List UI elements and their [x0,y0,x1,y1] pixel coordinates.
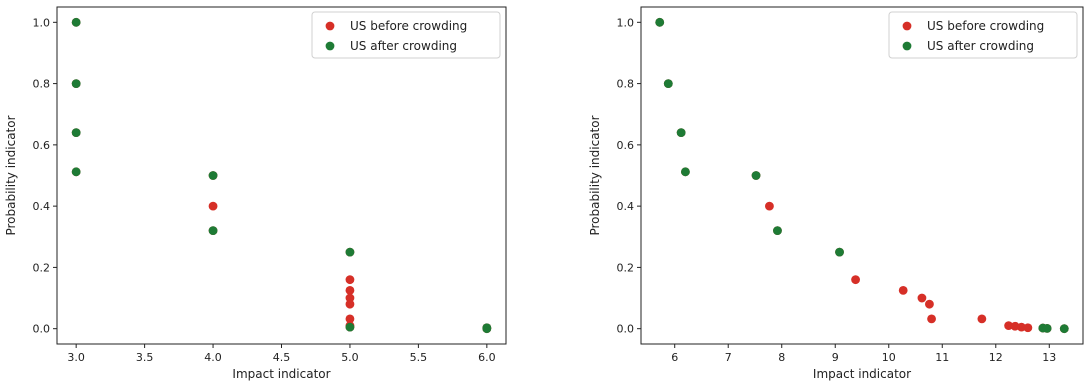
x-tick-label: 6.0 [478,351,496,364]
data-point [751,171,761,180]
data-point [345,322,355,332]
x-tick-label: 4.5 [273,351,291,364]
x-axis-label: Impact indicator [232,367,330,381]
data-point [927,314,936,324]
y-tick-label: 0.4 [33,200,51,213]
data-point [71,128,81,138]
x-tick-label: 9 [832,351,839,364]
data-point [663,79,673,88]
x-tick-label: 4.0 [204,351,222,364]
data-point [835,247,844,257]
legend-label: US after crowding [927,39,1034,53]
x-tick-label: 5.5 [410,351,428,364]
y-tick-label: 0.6 [33,139,51,152]
x-tick-label: 3.0 [67,351,85,364]
legend-label: US after crowding [350,39,457,53]
series-after-crowding [655,17,1069,334]
x-tick-label: 13 [1042,351,1056,364]
data-point [1042,323,1052,333]
data-point [977,314,987,324]
y-tick-label: 0.4 [617,200,635,213]
x-tick-label: 5.0 [341,351,359,364]
chart-panel-right: 6 7 8 9 10 11 12 13 0.0 0.2 0.4 0.6 0.8 1.0 Impact ind… [588,6,1084,381]
data-point [208,201,218,211]
data-point [773,226,782,236]
data-point [71,79,81,88]
legend: US before crowding US after crowding [311,11,501,59]
y-tick-label: 0.6 [617,139,635,152]
data-point [925,299,934,309]
data-point [208,171,218,180]
data-point [1004,321,1014,331]
y-axis-label: Probability indicator [588,115,602,235]
data-point [655,17,665,27]
series-before-crowding [71,17,492,334]
x-tick-label: 7 [725,351,732,364]
y-tick-label: 1.0 [617,16,635,29]
data-point [851,275,860,285]
x-tick-label: 12 [989,351,1003,364]
plot-frame [640,6,1084,345]
x-tick-label: 6 [671,351,678,364]
data-point [71,167,81,177]
data-point [898,285,908,295]
data-point [482,324,492,334]
series-before-crowding [655,17,1069,334]
data-point [1017,322,1026,332]
series-after-crowding [71,17,492,334]
data-point [345,285,355,295]
data-point [345,275,355,285]
y-tick-label: 0.8 [617,78,635,91]
legend-marker [902,21,912,31]
data-point [681,167,690,177]
data-point [345,299,355,309]
x-tick-label: 10 [882,351,896,364]
legend-marker [902,41,912,51]
data-point [1059,324,1069,334]
chart-panel-left: 3.0 3.5 4.0 4.5 5.0 5.5 6.0 0.0 0.2 0.4 0.6 0.8 1.0 I… [4,6,507,381]
y-axis-label: Probability indicator [4,115,18,235]
legend: US before crowding US after crowding [888,11,1078,59]
y-tick-label: 0.2 [617,261,635,274]
data-point [345,314,355,324]
legend-marker [325,41,335,51]
legend-marker [325,21,335,31]
y-tick-label: 0.2 [33,261,51,274]
x-tick-label: 11 [935,351,949,364]
data-point [208,226,218,236]
y-tick-label: 0.0 [617,323,635,336]
x-tick-label: 3.5 [136,351,154,364]
x-axis-label: Impact indicator [813,367,911,381]
legend-box [888,11,1078,59]
y-tick-label: 0.0 [33,323,51,336]
legend-label: US before crowding [350,19,467,33]
data-point [676,128,686,138]
y-tick-label: 1.0 [33,16,51,29]
data-point [1010,321,1020,331]
data-point [1023,323,1033,333]
data-point [765,201,774,211]
legend-label: US before crowding [927,19,1044,33]
x-tick-label: 8 [778,351,785,364]
legend-box [311,11,501,59]
data-point [345,293,355,303]
data-point [345,247,355,257]
data-point [71,17,81,27]
data-point [917,293,927,303]
y-tick-label: 0.8 [33,78,51,91]
